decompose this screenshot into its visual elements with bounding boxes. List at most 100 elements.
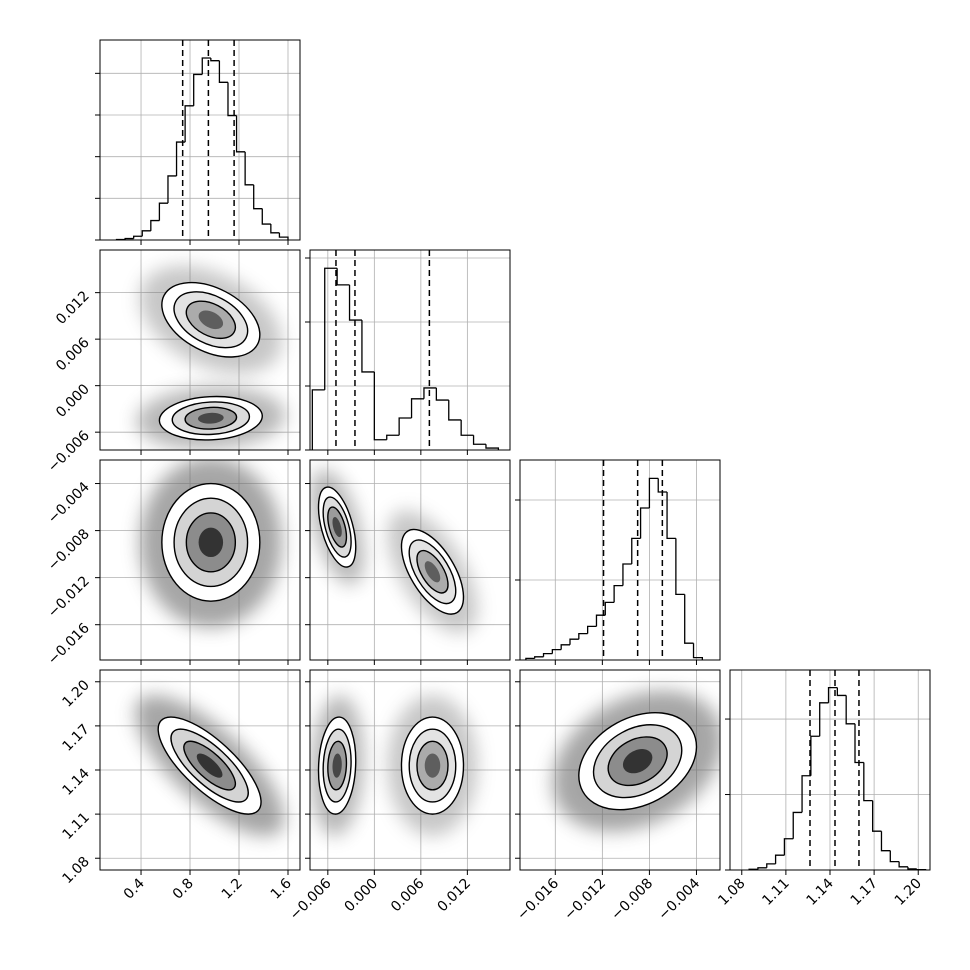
histogram-step: [460, 419, 474, 436]
contour: [332, 753, 342, 778]
histogram-step: [845, 695, 855, 725]
histogram-step: [167, 175, 177, 204]
y-tick-label: −0.016: [45, 620, 93, 668]
panel-frame: [519, 459, 721, 661]
histogram-step: [595, 614, 606, 627]
density-panel: [310, 695, 478, 836]
contour: [424, 753, 441, 778]
histogram-step: [201, 57, 211, 75]
histogram-step: [235, 115, 246, 153]
histogram-step: [227, 82, 237, 117]
histogram-step: [801, 775, 811, 813]
y-tick-label: −0.006: [45, 428, 93, 476]
histogram-step: [525, 657, 535, 660]
histogram-step: [622, 563, 632, 586]
histogram-step: [560, 644, 570, 650]
histogram-step: [871, 800, 882, 832]
y-tick-label: 0.006: [53, 335, 93, 375]
histogram-step: [435, 387, 449, 401]
panel-frame: [309, 669, 511, 871]
y-tick-label: −0.008: [45, 526, 93, 574]
density-panel: [136, 265, 286, 450]
histogram-step: [880, 831, 891, 852]
histogram-step: [175, 141, 186, 176]
y-tick-label: −0.012: [45, 573, 93, 621]
histogram-step: [569, 638, 579, 645]
density-panel: [139, 460, 282, 628]
histogram-step: [657, 478, 668, 493]
histogram-step: [836, 687, 847, 697]
y-tick-label: 1.20: [59, 677, 92, 710]
x-tick-label: 1.2: [219, 876, 246, 903]
histogram-step: [150, 219, 160, 231]
contour: [197, 412, 224, 424]
histogram-step: [311, 389, 325, 450]
histogram-step: [774, 854, 785, 864]
y-tick-label: 0.012: [53, 288, 93, 328]
histogram-step: [253, 184, 263, 210]
panel-frame: [729, 669, 931, 871]
histogram-step: [542, 652, 553, 657]
y-tick-label: 1.17: [59, 721, 92, 754]
histogram: [115, 40, 289, 240]
histogram-step: [270, 224, 280, 234]
histogram-step: [889, 850, 900, 863]
histogram-step: [578, 632, 588, 640]
histogram-step: [361, 320, 375, 373]
histogram-step: [244, 151, 254, 186]
contour: [332, 517, 342, 538]
density-panel: [552, 690, 720, 832]
histogram-step: [692, 643, 704, 660]
contour: [198, 527, 224, 558]
histogram: [525, 460, 704, 660]
x-tick-label: 0.8: [170, 876, 197, 903]
x-tick-label: −0.008: [608, 876, 656, 924]
histogram-step: [639, 507, 650, 539]
panel-frame: [99, 249, 301, 451]
contour: [622, 749, 653, 774]
histogram-step: [551, 648, 562, 654]
histogram-step: [675, 538, 685, 596]
x-tick-label: 1.14: [803, 875, 836, 908]
histogram-step: [631, 537, 641, 564]
y-tick-label: 1.14: [59, 765, 92, 798]
histogram-step: [810, 735, 820, 776]
histogram-step: [373, 371, 387, 441]
panel-frame: [309, 249, 511, 451]
y-tick-label: 1.11: [59, 810, 92, 843]
histogram-step: [124, 237, 134, 240]
histogram-step: [448, 400, 462, 421]
x-tick-label: 0.000: [342, 876, 382, 916]
histogram-step: [398, 417, 412, 436]
histogram-step: [898, 861, 908, 868]
histogram-step: [586, 625, 597, 634]
histogram-step: [534, 656, 544, 659]
x-tick-label: −0.012: [561, 876, 609, 924]
contour: [198, 310, 224, 330]
histogram: [748, 670, 927, 870]
x-tick-label: 1.17: [848, 876, 881, 909]
x-tick-label: −0.004: [655, 875, 703, 923]
histogram-step: [218, 60, 228, 83]
y-tick-label: 0.000: [53, 381, 93, 421]
x-tick-label: 1.20: [892, 876, 925, 909]
panel-frame: [309, 459, 511, 661]
histogram-step: [792, 811, 803, 839]
y-tick-label: 1.08: [59, 854, 92, 887]
histogram-step: [210, 58, 220, 62]
histogram-step: [613, 584, 623, 603]
histogram-step: [158, 202, 168, 221]
x-tick-label: 1.08: [715, 876, 748, 909]
histogram-step: [324, 267, 338, 390]
x-tick-label: 1.6: [268, 875, 295, 902]
histogram-step: [184, 105, 194, 143]
x-tick-label: 0.006: [388, 875, 428, 915]
density-panel: [310, 469, 478, 634]
panel-frame: [519, 669, 721, 871]
histogram-step: [684, 594, 694, 644]
x-tick-label: 1.11: [759, 876, 792, 909]
x-tick-label: 0.012: [435, 876, 475, 916]
x-tick-label: −0.016: [514, 875, 562, 923]
